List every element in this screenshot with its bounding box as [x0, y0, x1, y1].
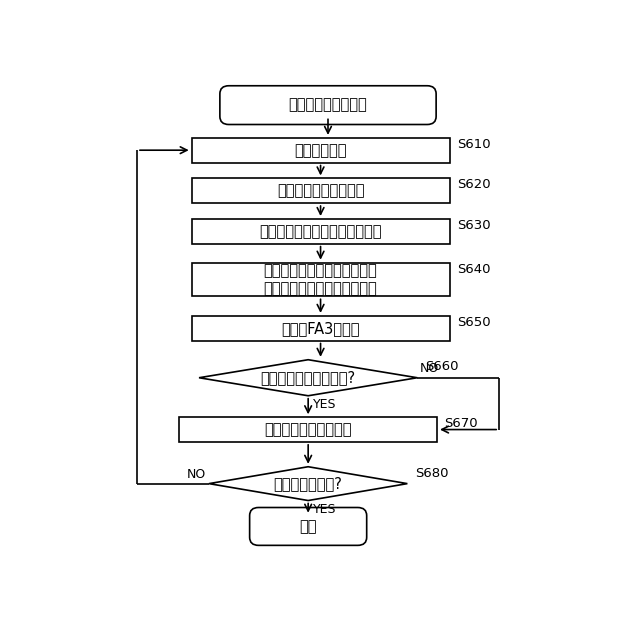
- Text: S630: S630: [457, 219, 491, 232]
- FancyBboxPatch shape: [220, 86, 436, 125]
- Text: S660: S660: [425, 360, 458, 373]
- Text: S610: S610: [457, 138, 491, 151]
- Text: エッジ抽出領域を設定: エッジ抽出領域を設定: [277, 183, 364, 198]
- Bar: [191, 178, 449, 203]
- Text: S640: S640: [457, 263, 490, 276]
- Text: 特徴量FA3を算出: 特徴量FA3を算出: [282, 320, 360, 336]
- Text: S620: S620: [457, 178, 491, 191]
- Text: 終了: 終了: [300, 519, 317, 534]
- Text: エッジ抽出領域内の点群を射影: エッジ抽出領域内の点群を射影: [259, 224, 382, 239]
- FancyBboxPatch shape: [250, 507, 367, 545]
- Polygon shape: [199, 360, 417, 396]
- Text: 対象点を選択: 対象点を選択: [294, 143, 347, 158]
- Text: S670: S670: [445, 417, 478, 430]
- Text: YES: YES: [313, 503, 337, 516]
- Text: S650: S650: [457, 316, 491, 329]
- Text: 全ての点を選択?: 全ての点を選択?: [274, 476, 342, 491]
- Text: エッジ判定条件が成立?: エッジ判定条件が成立?: [260, 370, 356, 386]
- Bar: [191, 138, 449, 162]
- Text: 射影面上のエッジ抽出領域を
８つのエッジ判定領域に分割: 射影面上のエッジ抽出領域を ８つのエッジ判定領域に分割: [264, 264, 378, 296]
- Text: NO: NO: [188, 468, 207, 482]
- Text: S680: S680: [415, 466, 448, 480]
- Polygon shape: [209, 466, 408, 501]
- Text: YES: YES: [313, 398, 337, 411]
- Bar: [191, 219, 449, 244]
- Text: NO: NO: [420, 363, 439, 375]
- Bar: [191, 316, 449, 341]
- Bar: [191, 263, 449, 296]
- Bar: [179, 417, 437, 442]
- Text: 輝度エッジ抽出処理: 輝度エッジ抽出処理: [289, 97, 367, 112]
- Text: 輝度エッジとして登録: 輝度エッジとして登録: [264, 422, 352, 437]
